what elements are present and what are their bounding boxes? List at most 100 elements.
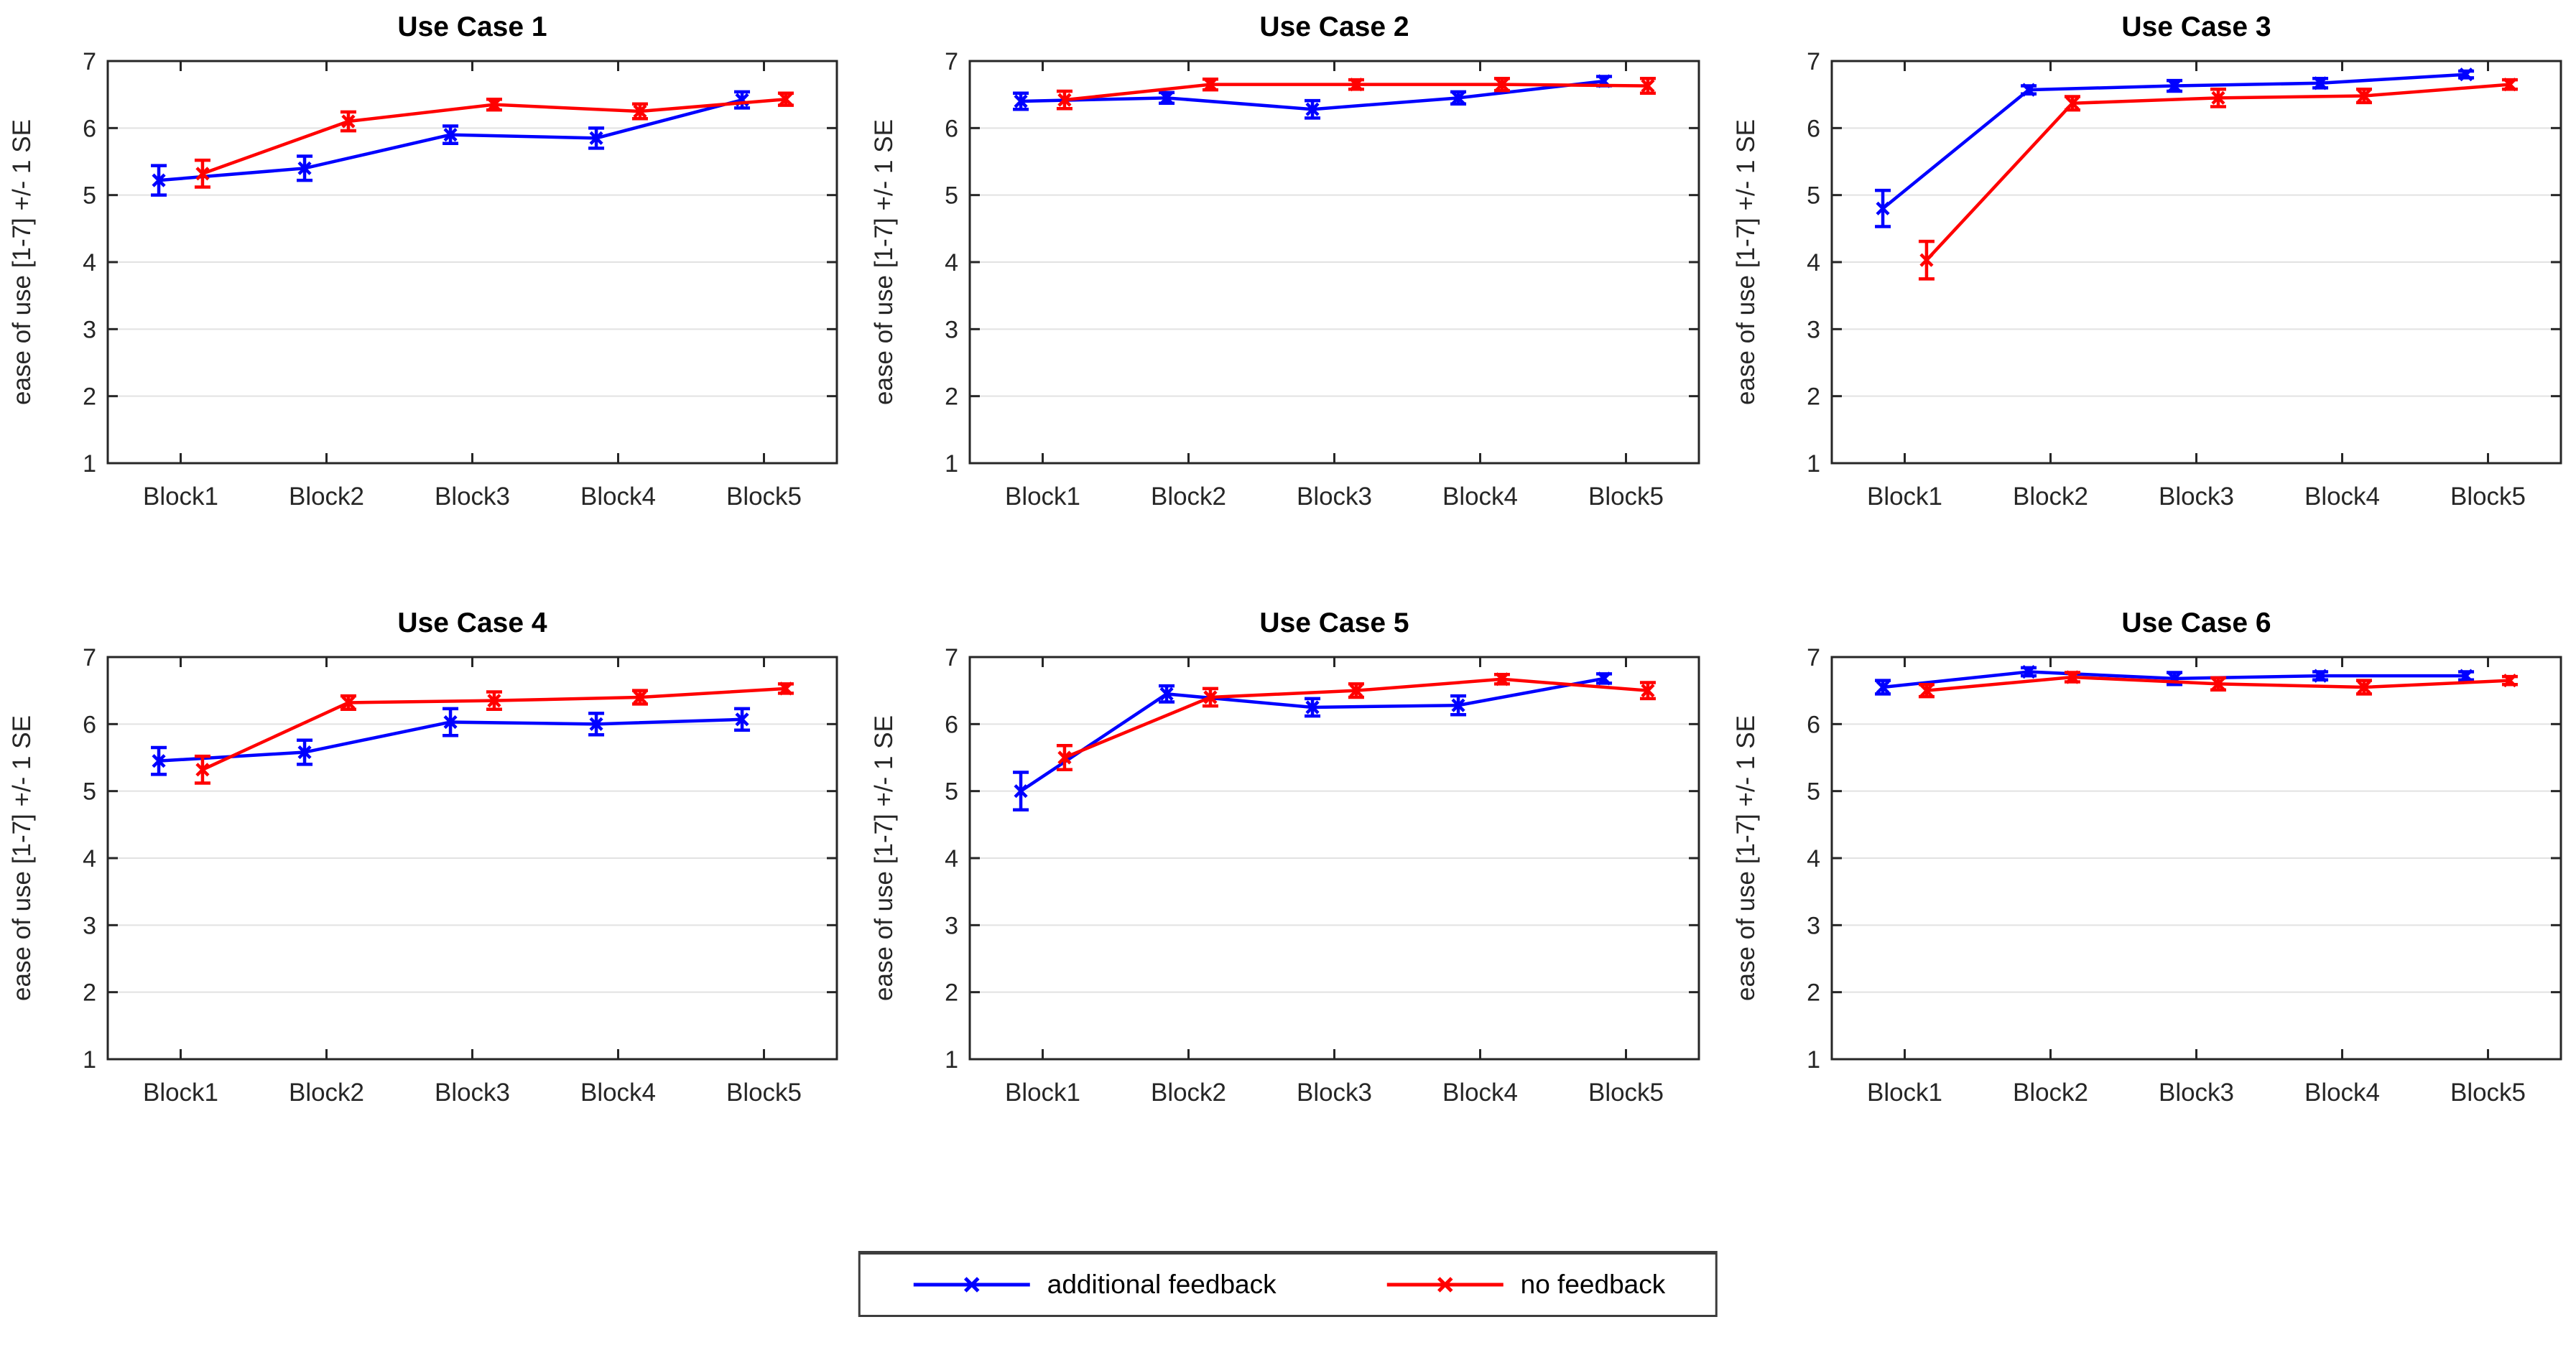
legend: additional feedback no feedback — [858, 1251, 1718, 1317]
x-marker — [2357, 88, 2371, 103]
chart-title: Use Case 1 — [397, 11, 547, 42]
series-no-feedback — [194, 91, 794, 189]
x-marker — [2313, 76, 2327, 90]
x-marker — [1014, 784, 1028, 799]
x-marker — [1057, 750, 1072, 765]
y-tick-label: 2 — [945, 979, 958, 1007]
y-tick-label: 6 — [1807, 711, 1820, 738]
x-marker — [487, 694, 501, 708]
x-marker — [2313, 669, 2327, 683]
x-tick-label: Block4 — [580, 483, 656, 511]
y-tick-label: 5 — [83, 182, 96, 210]
y-tick-label: 7 — [83, 644, 96, 671]
x-marker — [487, 98, 501, 112]
y-tick-label: 3 — [1807, 912, 1820, 939]
x-marker — [1919, 253, 1934, 267]
y-tick-label: 5 — [945, 778, 958, 806]
y-tick-label: 1 — [945, 1046, 958, 1074]
x-tick-label: Block4 — [1442, 483, 1518, 511]
legend-entry-no-feedback: no feedback — [1384, 1269, 1665, 1300]
x-tick-label: Block1 — [143, 1079, 218, 1107]
y-tick-label: 5 — [945, 182, 958, 210]
y-axis-label: ease of use [1-7] +/- 1 SE — [1732, 119, 1760, 405]
y-axis-label: ease of use [1-7] +/- 1 SE — [870, 119, 898, 405]
x-tick-label: Block3 — [2159, 1079, 2234, 1107]
y-tick-label: 1 — [83, 1046, 96, 1074]
x-marker — [735, 712, 749, 727]
x-tick-label: Block5 — [1588, 1079, 1664, 1107]
x-marker — [1597, 671, 1611, 686]
x-marker — [443, 715, 458, 730]
x-marker — [2021, 664, 2036, 679]
series-no-feedback — [194, 681, 794, 785]
x-marker — [152, 754, 166, 768]
x-marker — [1641, 684, 1655, 698]
plot-svg: 1 2 3 4 5 6 7 Block1 Block2 Block3 Block4 Block5 Use… — [8, 11, 838, 511]
x-tick-label: Block4 — [580, 1079, 656, 1107]
x-marker — [1159, 687, 1174, 701]
x-tick-label: Block2 — [289, 1079, 364, 1107]
x-tick-label: Block2 — [2013, 1079, 2088, 1107]
x-marker — [2459, 669, 2473, 683]
y-tick-label: 4 — [1807, 249, 1820, 276]
x-marker — [443, 128, 458, 142]
chart-title: Use Case 6 — [2121, 608, 2271, 638]
legend-label-additional-feedback: additional feedback — [1047, 1270, 1277, 1299]
x-tick-label: Block2 — [1151, 483, 1226, 511]
y-tick-label: 6 — [83, 115, 96, 142]
chart-title: Use Case 3 — [2121, 11, 2271, 42]
series-additional-feedback — [1875, 68, 2475, 228]
x-tick-label: Block3 — [2159, 483, 2234, 511]
x-marker — [2021, 83, 2036, 97]
y-tick-label: 7 — [1807, 48, 1820, 75]
y-axis-label: ease of use [1-7] +/- 1 SE — [870, 715, 898, 1001]
y-tick-label: 6 — [945, 711, 958, 738]
x-tick-label: Block1 — [1005, 483, 1080, 511]
x-tick-label: Block1 — [1867, 1079, 1942, 1107]
y-tick-label: 1 — [83, 450, 96, 478]
x-tick-label: Block3 — [435, 1079, 510, 1107]
x-marker — [589, 131, 603, 145]
chart-use-case-4: 1 2 3 4 5 6 7 Block1 Block2 Block3 Block4 Block5 Use… — [0, 596, 851, 1163]
x-marker — [1349, 78, 1363, 92]
x-tick-label: Block1 — [1005, 1079, 1080, 1107]
x-tick-label: Block2 — [289, 483, 364, 511]
y-tick-label: 4 — [945, 845, 958, 872]
y-tick-label: 4 — [83, 845, 96, 872]
x-marker — [2211, 90, 2225, 105]
plot-svg: 1 2 3 4 5 6 7 Block1 Block2 Block3 Block4 Block5 Use… — [1732, 11, 2562, 511]
y-tick-label: 3 — [945, 316, 958, 343]
chart-use-case-1: 1 2 3 4 5 6 7 Block1 Block2 Block3 Block4 Block5 Use… — [0, 0, 851, 567]
y-tick-label: 6 — [83, 711, 96, 738]
series-no-feedback — [1056, 672, 1656, 772]
series-additional-feedback — [1013, 671, 1613, 812]
series-additional-feedback — [151, 707, 751, 776]
x-marker — [1203, 690, 1218, 704]
x-marker — [589, 717, 603, 731]
x-marker — [1876, 680, 1890, 694]
chart-title: Use Case 5 — [1259, 608, 1409, 638]
series-line — [1925, 83, 2511, 261]
y-axis-label: ease of use [1-7] +/- 1 SE — [8, 715, 36, 1001]
series-additional-feedback — [1875, 664, 2475, 696]
series-no-feedback — [1056, 77, 1656, 111]
chart-title: Use Case 2 — [1259, 11, 1409, 42]
plot-svg: 1 2 3 4 5 6 7 Block1 Block2 Block3 Block4 Block5 Use… — [1732, 608, 2562, 1107]
x-marker — [1495, 672, 1509, 687]
x-tick-label: Block5 — [2450, 483, 2526, 511]
x-tick-label: Block1 — [143, 483, 218, 511]
x-marker — [2065, 96, 2080, 111]
x-marker — [1876, 201, 1890, 215]
series-no-feedback — [1918, 78, 2518, 281]
x-tick-label: Block3 — [1297, 483, 1372, 511]
x-marker — [2503, 78, 2517, 92]
blue-line-x-marker-icon — [913, 1277, 1030, 1293]
x-marker — [779, 92, 793, 106]
x-marker — [2357, 680, 2371, 694]
x-marker — [1349, 684, 1363, 698]
x-marker — [1451, 90, 1465, 105]
y-tick-label: 1 — [945, 450, 958, 478]
y-tick-label: 7 — [1807, 644, 1820, 671]
x-tick-label: Block2 — [2013, 483, 2088, 511]
x-marker — [1305, 102, 1320, 116]
